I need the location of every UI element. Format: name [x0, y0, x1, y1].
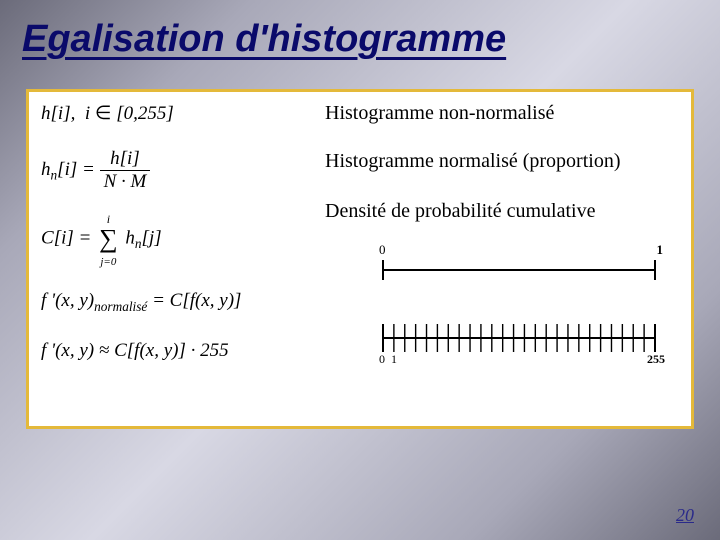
page-title: Egalisation d'histogramme: [22, 18, 698, 61]
d1-right-label: 1: [657, 242, 664, 258]
d2-label-255: 255: [647, 352, 665, 367]
formula-2: hn[i] = h[i] N · M: [41, 148, 150, 193]
d2-label-0: 0: [379, 352, 385, 367]
formula-1: h[i], i ∈ [0,255]: [41, 102, 174, 125]
numberline-0255-svg: [375, 316, 665, 368]
formula-2-sub: n: [51, 168, 58, 183]
label-2: Histogramme normalisé (proportion): [325, 150, 621, 173]
slide-container: Egalisation d'histogramme h[i], i ∈ [0,2…: [0, 0, 720, 540]
label-3: Densité de probabilité cumulative: [325, 200, 595, 223]
page-number: 20: [676, 505, 694, 526]
formula-5: f '(x, y) ≈ C[f(x, y)] · 255: [41, 340, 229, 362]
d1-left-label: 0: [379, 242, 386, 258]
diagram-line-0255: 0 1 255: [375, 316, 665, 368]
formula-4-sub: normalisé: [94, 299, 147, 314]
diagram-line-01: 0 1: [375, 248, 665, 288]
formula-4: f '(x, y)normalisé = C[f(x, y)]: [41, 290, 241, 315]
label-1: Histogramme non-normalisé: [325, 102, 554, 125]
formula-3-sub: n: [135, 236, 142, 251]
formula-3: C[i] = ∑ i j=0 hn[j]: [41, 224, 162, 254]
sigma-bot: j=0: [100, 256, 116, 268]
sigma-top: i: [107, 212, 110, 227]
content-box: h[i], i ∈ [0,255] hn[i] = h[i] N · M C[i…: [26, 89, 694, 429]
d2-label-1: 1: [391, 352, 397, 367]
numberline-01-svg: [375, 248, 665, 288]
